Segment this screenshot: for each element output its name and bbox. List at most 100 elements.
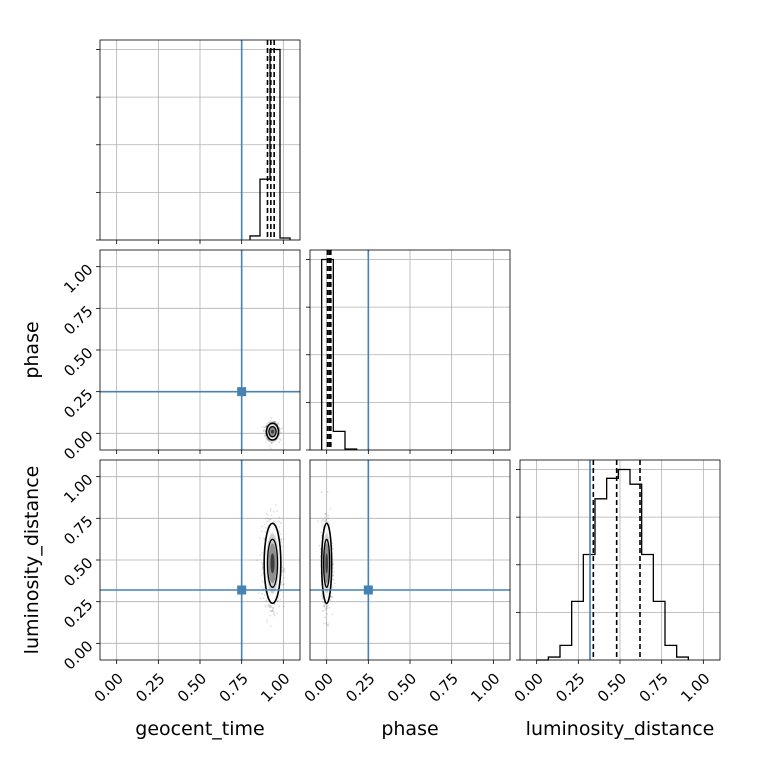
xtick-label-luminosity_distance-0: 0.00 xyxy=(511,670,547,706)
sample-point xyxy=(269,518,272,521)
sample-point xyxy=(260,551,263,554)
sample-point xyxy=(257,592,260,595)
sample-point xyxy=(331,578,334,581)
sample-point xyxy=(325,518,328,521)
sample-point xyxy=(264,606,267,608)
sample-point xyxy=(329,599,332,602)
sample-point xyxy=(266,605,269,608)
sample-point xyxy=(272,421,275,423)
sample-point xyxy=(282,583,285,586)
sample-point xyxy=(263,434,266,437)
sample-point xyxy=(324,513,327,515)
sample-point xyxy=(269,609,272,612)
sample-point xyxy=(261,580,264,583)
xtick-label-phase-4: 1.00 xyxy=(467,670,503,706)
sample-point xyxy=(266,439,269,442)
sample-point xyxy=(264,530,267,533)
sample-point xyxy=(263,523,266,526)
sample-point xyxy=(275,422,278,425)
sample-point xyxy=(278,441,281,444)
ylabel-luminosity_distance: luminosity_distance xyxy=(21,466,43,655)
sample-point xyxy=(261,563,264,566)
sample-point xyxy=(332,547,334,550)
sample-point xyxy=(266,514,269,517)
sample-point xyxy=(274,521,277,523)
sample-point xyxy=(272,607,275,609)
sample-point xyxy=(276,612,279,615)
sample-point xyxy=(263,586,266,589)
sample-point xyxy=(326,612,328,615)
sample-point xyxy=(325,521,328,523)
sample-point xyxy=(271,610,274,612)
ylabel-phase: phase xyxy=(21,321,43,378)
sample-point xyxy=(259,554,261,557)
sample-point xyxy=(261,567,264,570)
sample-point xyxy=(282,538,285,541)
sample-point xyxy=(325,621,328,624)
sample-point xyxy=(278,437,281,440)
sample-point xyxy=(272,608,274,611)
sample-point xyxy=(261,425,263,428)
xtick-label-phase-3: 0.75 xyxy=(426,670,462,706)
sample-point xyxy=(320,524,323,527)
sample-point xyxy=(272,420,275,423)
sample-point xyxy=(281,427,283,430)
sample-point xyxy=(331,586,334,589)
sample-point xyxy=(277,597,280,599)
sample-point xyxy=(261,568,264,571)
sample-point xyxy=(277,520,279,523)
sample-point xyxy=(327,514,330,517)
sample-point xyxy=(262,429,265,432)
sample-point xyxy=(270,514,273,517)
sample-point xyxy=(263,593,266,596)
xtick-label-luminosity_distance-1: 0.25 xyxy=(552,670,588,706)
sample-point xyxy=(268,444,271,447)
panel-phase-vs-luminosity_distance-contour-outer xyxy=(320,522,333,605)
ytick-label-luminosity_distance-0: 0.00 xyxy=(60,637,96,673)
sample-point xyxy=(332,570,335,573)
sample-point xyxy=(327,604,329,607)
sample-point xyxy=(271,440,274,443)
sample-point xyxy=(324,616,327,619)
sample-point xyxy=(283,605,286,608)
sample-point xyxy=(280,541,283,543)
sample-point xyxy=(273,420,276,423)
sample-point xyxy=(283,567,286,570)
sample-point xyxy=(276,510,279,513)
sample-point xyxy=(277,599,280,602)
sample-point xyxy=(321,522,324,525)
sample-point xyxy=(331,613,334,616)
sample-point xyxy=(321,596,324,599)
sample-point xyxy=(332,563,335,565)
sample-point xyxy=(275,504,277,507)
sample-point xyxy=(280,538,283,541)
sample-point xyxy=(321,610,324,612)
sample-point xyxy=(324,520,326,522)
sample-point xyxy=(265,424,268,427)
sample-point xyxy=(264,426,267,429)
sample-point xyxy=(331,574,334,577)
sample-point xyxy=(259,597,262,600)
xtick-label-phase-2: 0.50 xyxy=(384,670,420,706)
sample-point xyxy=(269,614,272,617)
sample-point xyxy=(323,603,326,606)
sample-point xyxy=(277,529,280,532)
sample-point xyxy=(279,533,282,536)
sample-point xyxy=(261,525,264,528)
sample-point xyxy=(264,604,267,607)
sample-point xyxy=(277,422,280,425)
xlabel-phase: phase xyxy=(381,718,438,740)
sample-point xyxy=(322,520,324,523)
xtick-label-luminosity_distance-4: 1.00 xyxy=(677,670,713,706)
sample-point xyxy=(265,425,268,427)
sample-point xyxy=(263,537,266,540)
sample-point xyxy=(283,570,286,573)
sample-point xyxy=(263,426,265,429)
hist-phase-steps xyxy=(321,258,358,450)
sample-point xyxy=(318,544,321,547)
sample-point xyxy=(264,517,267,520)
ytick-label-luminosity_distance-1: 0.25 xyxy=(60,595,96,631)
sample-point xyxy=(268,421,270,424)
sample-point xyxy=(270,605,272,607)
ytick-label-phase-0: 0.00 xyxy=(60,427,96,463)
